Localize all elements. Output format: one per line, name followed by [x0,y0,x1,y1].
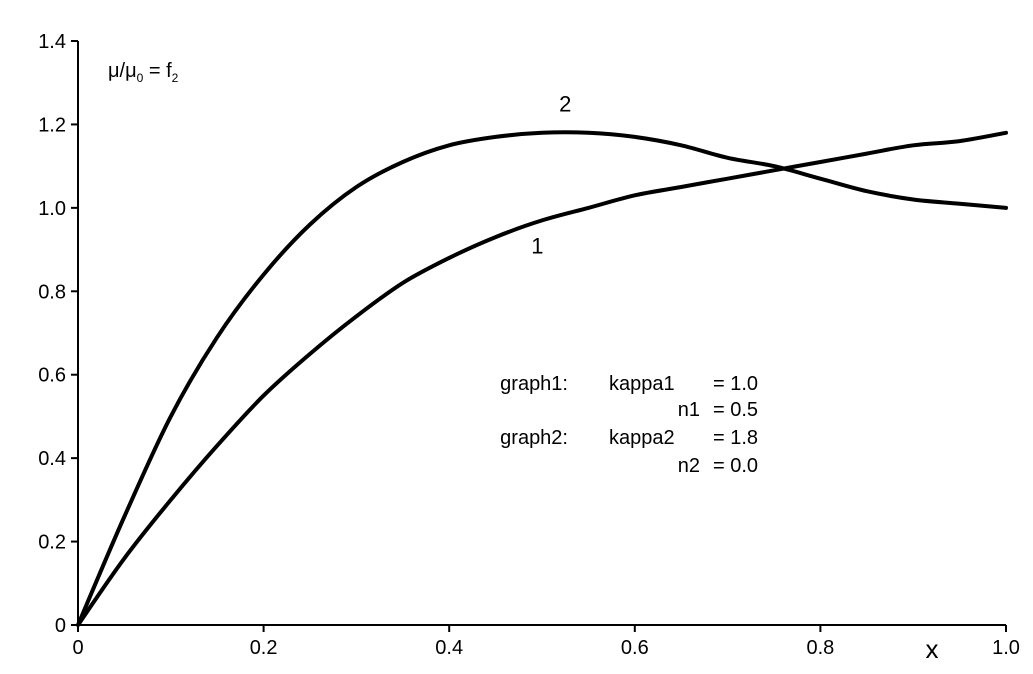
param-n2-name: n2 [678,455,700,477]
param-n2-value: = 0.0 [713,455,758,477]
y-tick-label: 1.2 [38,114,66,136]
x-axis-title: x [926,634,939,664]
y-tick-label: 0 [55,615,66,637]
y-annotation-sub2: 2 [172,71,179,85]
param-n1-value: = 0.5 [713,399,758,421]
labels: 12 [531,92,571,259]
axes: 0 0.2 0.4 0.6 0.8 1.0 1.2 1.4 0 0.2 0.4 0.6 0.8 1.0 [38,31,1020,659]
series-1-line [76,130,1008,627]
x-tick-label: 0.4 [435,637,463,659]
y-tick-label: 0.8 [38,281,66,303]
param-kappa2-name: kappa2 [609,427,675,449]
y-tick-label: 0.4 [38,448,66,470]
x-tick-label: 0 [72,637,83,659]
x-tick-label: 0.2 [250,637,278,659]
param-kappa1-value: = 1.0 [713,373,758,395]
curve-label-1: 1 [531,233,543,258]
x-tick-label: 0.6 [621,637,649,659]
param-graph1-label: graph1: [500,373,568,395]
y-annotation: μ/μ0 = f2 [108,60,179,85]
y-tick-label: 0.6 [38,365,66,387]
param-graph2-label: graph2: [500,427,568,449]
param-kappa1-name: kappa1 [609,373,675,395]
y-tick-label: 0.2 [38,532,66,554]
param-n1-name: n1 [678,399,700,421]
y-tick-label: 1.0 [38,198,66,220]
y-tick-label: 1.4 [38,31,66,53]
y-annotation-sub1: 0 [137,71,144,85]
curve-label-2: 2 [559,92,571,117]
param-kappa2-value: = 1.8 [713,427,758,449]
y-annotation-mid: = f [143,60,172,82]
parameter-legend: graph1: kappa1 = 1.0 n1 = 0.5 graph2: ka… [500,373,758,477]
x-tick-label: 1.0 [992,637,1020,659]
curves [76,130,1008,627]
x-tick-label: 0.8 [806,637,834,659]
series-2-line [76,130,1008,627]
y-annotation-main: μ/μ [108,60,137,82]
